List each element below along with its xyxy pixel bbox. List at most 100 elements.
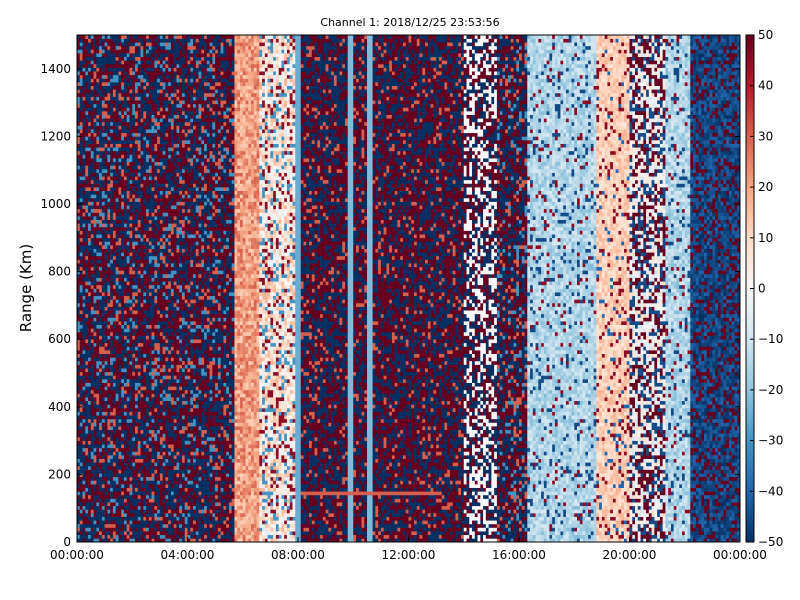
heatmap-cell — [162, 103, 166, 108]
heatmap-cell — [90, 107, 94, 112]
heatmap-cell — [118, 161, 122, 166]
heatmap-cell — [168, 408, 172, 412]
heatmap-cell — [146, 103, 150, 108]
heatmap-cell — [104, 502, 108, 507]
heatmap-cell — [173, 458, 177, 463]
heatmap-cell — [99, 274, 103, 278]
heatmap-cell — [146, 277, 150, 282]
heatmap-cell — [93, 223, 97, 228]
heatmap-cell — [168, 462, 172, 467]
heatmap-cell — [115, 263, 119, 268]
heatmap-cell — [151, 190, 155, 195]
heatmap-cell — [154, 516, 158, 521]
heatmap-cell — [151, 357, 155, 362]
heatmap-cell — [137, 107, 141, 112]
heatmap-cell — [115, 143, 119, 148]
heatmap-cell — [159, 136, 163, 141]
heatmap-cell — [121, 484, 125, 488]
heatmap-cell — [129, 386, 133, 391]
heatmap-cell — [154, 63, 158, 68]
heatmap-cell — [168, 310, 172, 315]
heatmap-cell — [159, 71, 163, 76]
heatmap-cell — [90, 252, 94, 257]
heatmap-cell — [112, 129, 116, 134]
heatmap-cell — [132, 67, 136, 72]
heatmap-cell — [110, 531, 114, 536]
heatmap-cell — [115, 132, 119, 137]
heatmap-cell — [135, 35, 139, 39]
heatmap-cell — [96, 230, 100, 235]
heatmap-cell — [96, 226, 100, 231]
heatmap-cell — [118, 310, 122, 315]
heatmap-cell — [132, 71, 136, 76]
heatmap-cell — [168, 129, 172, 134]
heatmap-cell — [132, 187, 136, 192]
heatmap-cell — [101, 342, 105, 347]
heatmap-cell — [165, 527, 169, 532]
heatmap-cell — [168, 531, 172, 536]
heatmap-cell — [165, 411, 169, 416]
heatmap-cell — [123, 190, 128, 195]
heatmap-cell — [82, 150, 86, 155]
heatmap-cell — [137, 494, 141, 499]
heatmap-cell — [107, 379, 111, 383]
heatmap-cell — [143, 223, 147, 228]
heatmap-cell — [154, 379, 158, 383]
heatmap-cell — [90, 161, 94, 166]
heatmap-cell — [82, 136, 86, 141]
heatmap-cell — [99, 281, 103, 286]
heatmap-cell — [107, 534, 111, 539]
heatmap-cell — [123, 299, 128, 304]
heatmap-cell — [123, 513, 128, 517]
heatmap-cell — [143, 111, 147, 115]
heatmap-cell — [96, 255, 100, 260]
heatmap-cell — [96, 339, 100, 344]
heatmap-cell — [112, 63, 116, 68]
heatmap-cell — [99, 302, 103, 307]
heatmap-cell — [107, 92, 111, 97]
heatmap-cell — [118, 404, 122, 409]
heatmap-cell — [129, 520, 133, 525]
heatmap-cell — [110, 114, 114, 119]
heatmap-cell — [154, 78, 158, 83]
heatmap-cell — [77, 266, 81, 271]
heatmap-cell — [115, 317, 119, 322]
heatmap-cell — [93, 473, 97, 478]
heatmap-cell — [88, 353, 92, 358]
heatmap-cell — [101, 455, 105, 460]
heatmap-cell — [79, 375, 83, 380]
heatmap-cell — [118, 505, 122, 510]
heatmap-cell — [115, 197, 119, 202]
heatmap-cell — [135, 121, 139, 126]
heatmap-cell — [165, 371, 169, 376]
heatmap-cell — [165, 208, 169, 213]
heatmap-cell — [159, 143, 163, 148]
heatmap-cell — [118, 339, 122, 344]
heatmap-cell — [101, 158, 105, 163]
heatmap-cell — [88, 179, 92, 184]
heatmap-cell — [112, 302, 116, 307]
heatmap-cell — [146, 190, 150, 195]
heatmap-cell — [126, 538, 130, 543]
heatmap-cell — [101, 161, 105, 166]
heatmap-cell — [157, 310, 161, 315]
heatmap-cell — [137, 223, 141, 228]
heatmap-cell — [82, 494, 86, 499]
heatmap-cell — [118, 114, 122, 119]
heatmap-cell — [99, 143, 103, 148]
heatmap-cell — [137, 502, 141, 507]
heatmap-cell — [79, 35, 83, 39]
heatmap-cell — [85, 158, 89, 163]
heatmap-cell — [148, 212, 152, 217]
heatmap-cell — [93, 284, 97, 289]
heatmap-cell — [159, 531, 163, 536]
heatmap-cell — [137, 71, 141, 76]
heatmap-cell — [93, 292, 97, 297]
heatmap-cell — [157, 194, 161, 199]
heatmap-cell — [135, 531, 139, 536]
heatmap-cell — [79, 292, 83, 297]
heatmap-cell — [82, 35, 86, 39]
heatmap-cell — [96, 190, 100, 195]
heatmap-cell — [121, 56, 125, 61]
heatmap-cell — [115, 509, 119, 514]
